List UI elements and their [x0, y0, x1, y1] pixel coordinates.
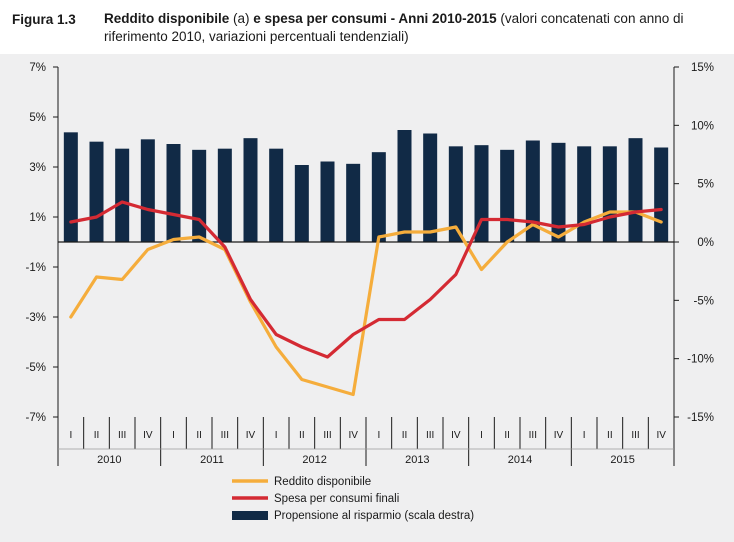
risparmio-bar — [140, 139, 155, 242]
left-tick-label: -3% — [26, 312, 46, 324]
year-label: 2013 — [405, 454, 429, 466]
risparmio-bar — [166, 144, 181, 242]
spesa-line — [69, 200, 663, 359]
quarter-label: I — [69, 430, 72, 441]
quarter-label: IV — [143, 430, 153, 441]
year-label: 2015 — [610, 454, 634, 466]
risparmio-bar — [423, 133, 438, 242]
risparmio-bar — [89, 141, 104, 242]
left-tick-label: 1% — [29, 212, 46, 224]
quarter-label: I — [275, 430, 278, 441]
risparmio-bar — [628, 138, 643, 242]
year-label: 2014 — [508, 454, 532, 466]
legend-swatch-risparmio — [232, 511, 268, 520]
risparmio-bar — [115, 148, 130, 242]
left-tick-label: 7% — [29, 62, 46, 74]
left-tick-label: -1% — [26, 262, 46, 274]
figure-label: Figura 1.3 — [12, 12, 76, 27]
quarter-label: II — [504, 430, 510, 441]
risparmio-bar — [654, 147, 669, 242]
left-tick-label: 5% — [29, 112, 46, 124]
right-tick-label: 5% — [697, 179, 714, 191]
reddito-line — [69, 210, 663, 397]
risparmio-bar — [448, 146, 463, 242]
right-tick-label: 10% — [691, 120, 714, 132]
risparmio-bar — [602, 146, 617, 242]
quarter-label: I — [172, 430, 175, 441]
chart-svg: 7% 5% 3% 1% -1% -3% -5% -7% 15% 10% 5% 0% -5% -10% -15… — [26, 62, 714, 522]
quarter-label: IV — [656, 430, 666, 441]
risparmio-bar — [243, 138, 258, 242]
risparmio-bar — [269, 148, 284, 242]
quarter-label: II — [607, 430, 613, 441]
quarter-label: II — [402, 430, 408, 441]
risparmio-bar — [397, 130, 412, 242]
risparmio-bar — [474, 145, 489, 242]
risparmio-bar — [192, 149, 207, 242]
year-label: 2010 — [97, 454, 121, 466]
quarter-label: IV — [246, 430, 256, 441]
quarter-label: III — [529, 430, 537, 441]
quarter-label: I — [583, 430, 586, 441]
quarter-label: III — [118, 430, 126, 441]
risparmio-bar — [500, 149, 515, 242]
quarter-label: III — [631, 430, 639, 441]
title-part-4: (valori concatenati con anno di riferime… — [104, 11, 684, 44]
legend-label: Propensione al risparmio (scala destra) — [274, 510, 474, 522]
quarter-label: IV — [348, 430, 358, 441]
legend-label: Reddito disponibile — [274, 476, 371, 488]
right-tick-label: -15% — [687, 412, 714, 424]
right-tick-label: 0% — [697, 237, 714, 249]
year-label: 2012 — [302, 454, 326, 466]
risparmio-bar — [63, 132, 78, 242]
quarter-label: I — [377, 430, 380, 441]
quarter-label: I — [480, 430, 483, 441]
right-tick-label: -10% — [687, 354, 714, 366]
quarter-label: II — [196, 430, 202, 441]
right-tick-label: -5% — [694, 295, 714, 307]
risparmio-bar — [217, 148, 232, 242]
title-part-2: (a) — [229, 11, 254, 26]
risparmio-bar — [346, 163, 361, 242]
quarter-label: II — [94, 430, 100, 441]
quarter-label: IV — [451, 430, 461, 441]
figure-title: Reddito disponibile (a) e spesa per cons… — [104, 10, 724, 46]
left-tick-label: -7% — [26, 412, 46, 424]
quarter-label: III — [426, 430, 434, 441]
quarter-label: IV — [554, 430, 564, 441]
right-tick-label: 15% — [691, 62, 714, 74]
risparmio-bar — [525, 140, 540, 242]
year-label: 2011 — [200, 454, 224, 466]
title-part-3: e spesa per consumi - Anni 2010-2015 — [253, 11, 497, 26]
risparmio-bar — [577, 146, 592, 242]
left-tick-label: 3% — [29, 162, 46, 174]
legend-label: Spesa per consumi finali — [274, 493, 399, 505]
title-part-1: Reddito disponibile — [104, 11, 230, 26]
quarter-label: III — [221, 430, 229, 441]
figure-header: Figura 1.3 Reddito disponibile (a) e spe… — [0, 0, 734, 52]
risparmio-bar — [320, 161, 335, 242]
risparmio-bar — [294, 165, 309, 242]
chart-panel: 7% 5% 3% 1% -1% -3% -5% -7% 15% 10% 5% 0% -5% -10% -15… — [0, 54, 734, 542]
risparmio-bar — [551, 142, 566, 242]
risparmio-bar — [371, 152, 386, 242]
quarter-label: II — [299, 430, 305, 441]
quarter-label: III — [323, 430, 331, 441]
left-tick-label: -5% — [26, 362, 46, 374]
